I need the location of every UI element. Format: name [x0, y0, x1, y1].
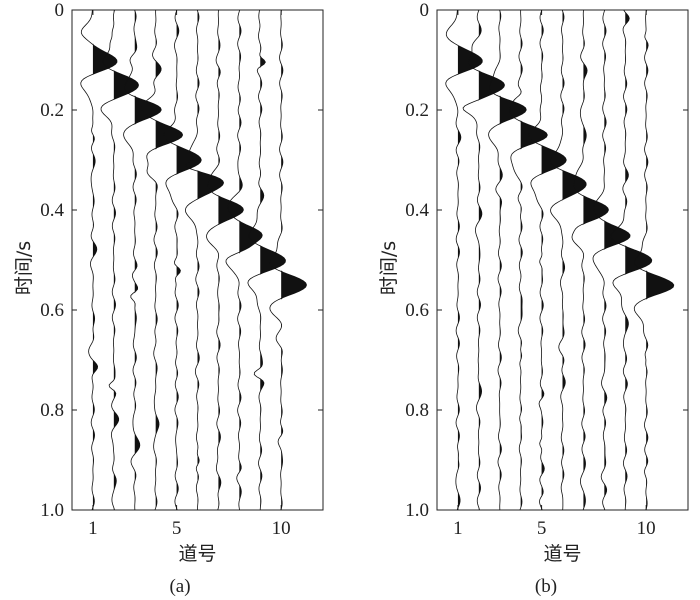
y-tick-label: 0.4	[405, 200, 429, 221]
trace-line	[123, 10, 162, 510]
trace-line	[610, 10, 653, 510]
trace-line	[592, 10, 631, 510]
trace-fill	[239, 10, 263, 510]
trace-line	[488, 10, 527, 510]
traces	[445, 10, 675, 510]
trace-line	[571, 10, 609, 510]
x-axis-title: 道号	[543, 543, 581, 565]
x-tick-label: 5	[537, 518, 547, 539]
y-tick-label: 0	[420, 0, 430, 21]
trace-fill	[520, 10, 548, 510]
trace-line	[247, 10, 286, 510]
y-tick-label: 0	[55, 0, 65, 21]
trace-fill	[499, 10, 527, 510]
trace-fill	[625, 10, 652, 510]
panel-label: (b)	[535, 576, 557, 597]
traces	[80, 10, 307, 510]
trace-line	[206, 10, 244, 510]
trace-fill	[218, 10, 244, 510]
y-tick-label: 0.6	[405, 300, 429, 321]
trace-fill	[478, 10, 505, 510]
x-tick-label: 5	[172, 518, 182, 539]
trace-line	[269, 10, 307, 510]
y-axis-title: 时间/s	[13, 241, 35, 295]
trace-line	[225, 10, 263, 510]
y-axis-title: 时间/s	[378, 241, 400, 295]
trace-fill	[134, 10, 162, 510]
trace-line	[140, 10, 184, 510]
trace-line	[633, 10, 675, 510]
y-tick-label: 0.2	[405, 100, 429, 121]
trace-fill	[260, 10, 286, 510]
y-tick-label: 0.2	[40, 100, 64, 121]
trace-line	[549, 10, 587, 510]
y-tick-label: 1.0	[40, 500, 64, 521]
x-tick-label: 10	[637, 518, 656, 539]
trace-fill	[155, 10, 183, 510]
trace-fill	[92, 10, 117, 510]
panel-b: 0 0.2 0.4 0.6 0.8 1.0 1 5 10 道号 时间/s (b)	[378, 0, 689, 597]
trace-line	[509, 10, 548, 510]
trace-fill	[583, 10, 609, 510]
x-tick-label: 1	[453, 518, 463, 539]
trace-line	[445, 10, 483, 510]
x-tick-label: 10	[272, 518, 291, 539]
x-axis-title: 道号	[178, 543, 216, 565]
y-tick-label: 0.8	[405, 400, 429, 421]
panel-label: (a)	[169, 576, 190, 597]
trace-line	[80, 10, 118, 510]
y-tick-label: 0.4	[40, 200, 64, 221]
panel-a: 0 0.2 0.4 0.6 0.8 1.0 1 5 10 道号 时间/s (a)	[13, 0, 324, 597]
trace-line	[184, 10, 225, 510]
y-tick-label: 0.8	[40, 400, 64, 421]
y-tick-label: 1.0	[405, 500, 429, 521]
trace-line	[528, 10, 567, 510]
x-tick-label: 1	[88, 518, 98, 539]
y-tick-label: 0.6	[40, 300, 64, 321]
trace-fill	[457, 10, 483, 510]
trace-line	[163, 10, 202, 510]
trace-line	[462, 10, 505, 510]
